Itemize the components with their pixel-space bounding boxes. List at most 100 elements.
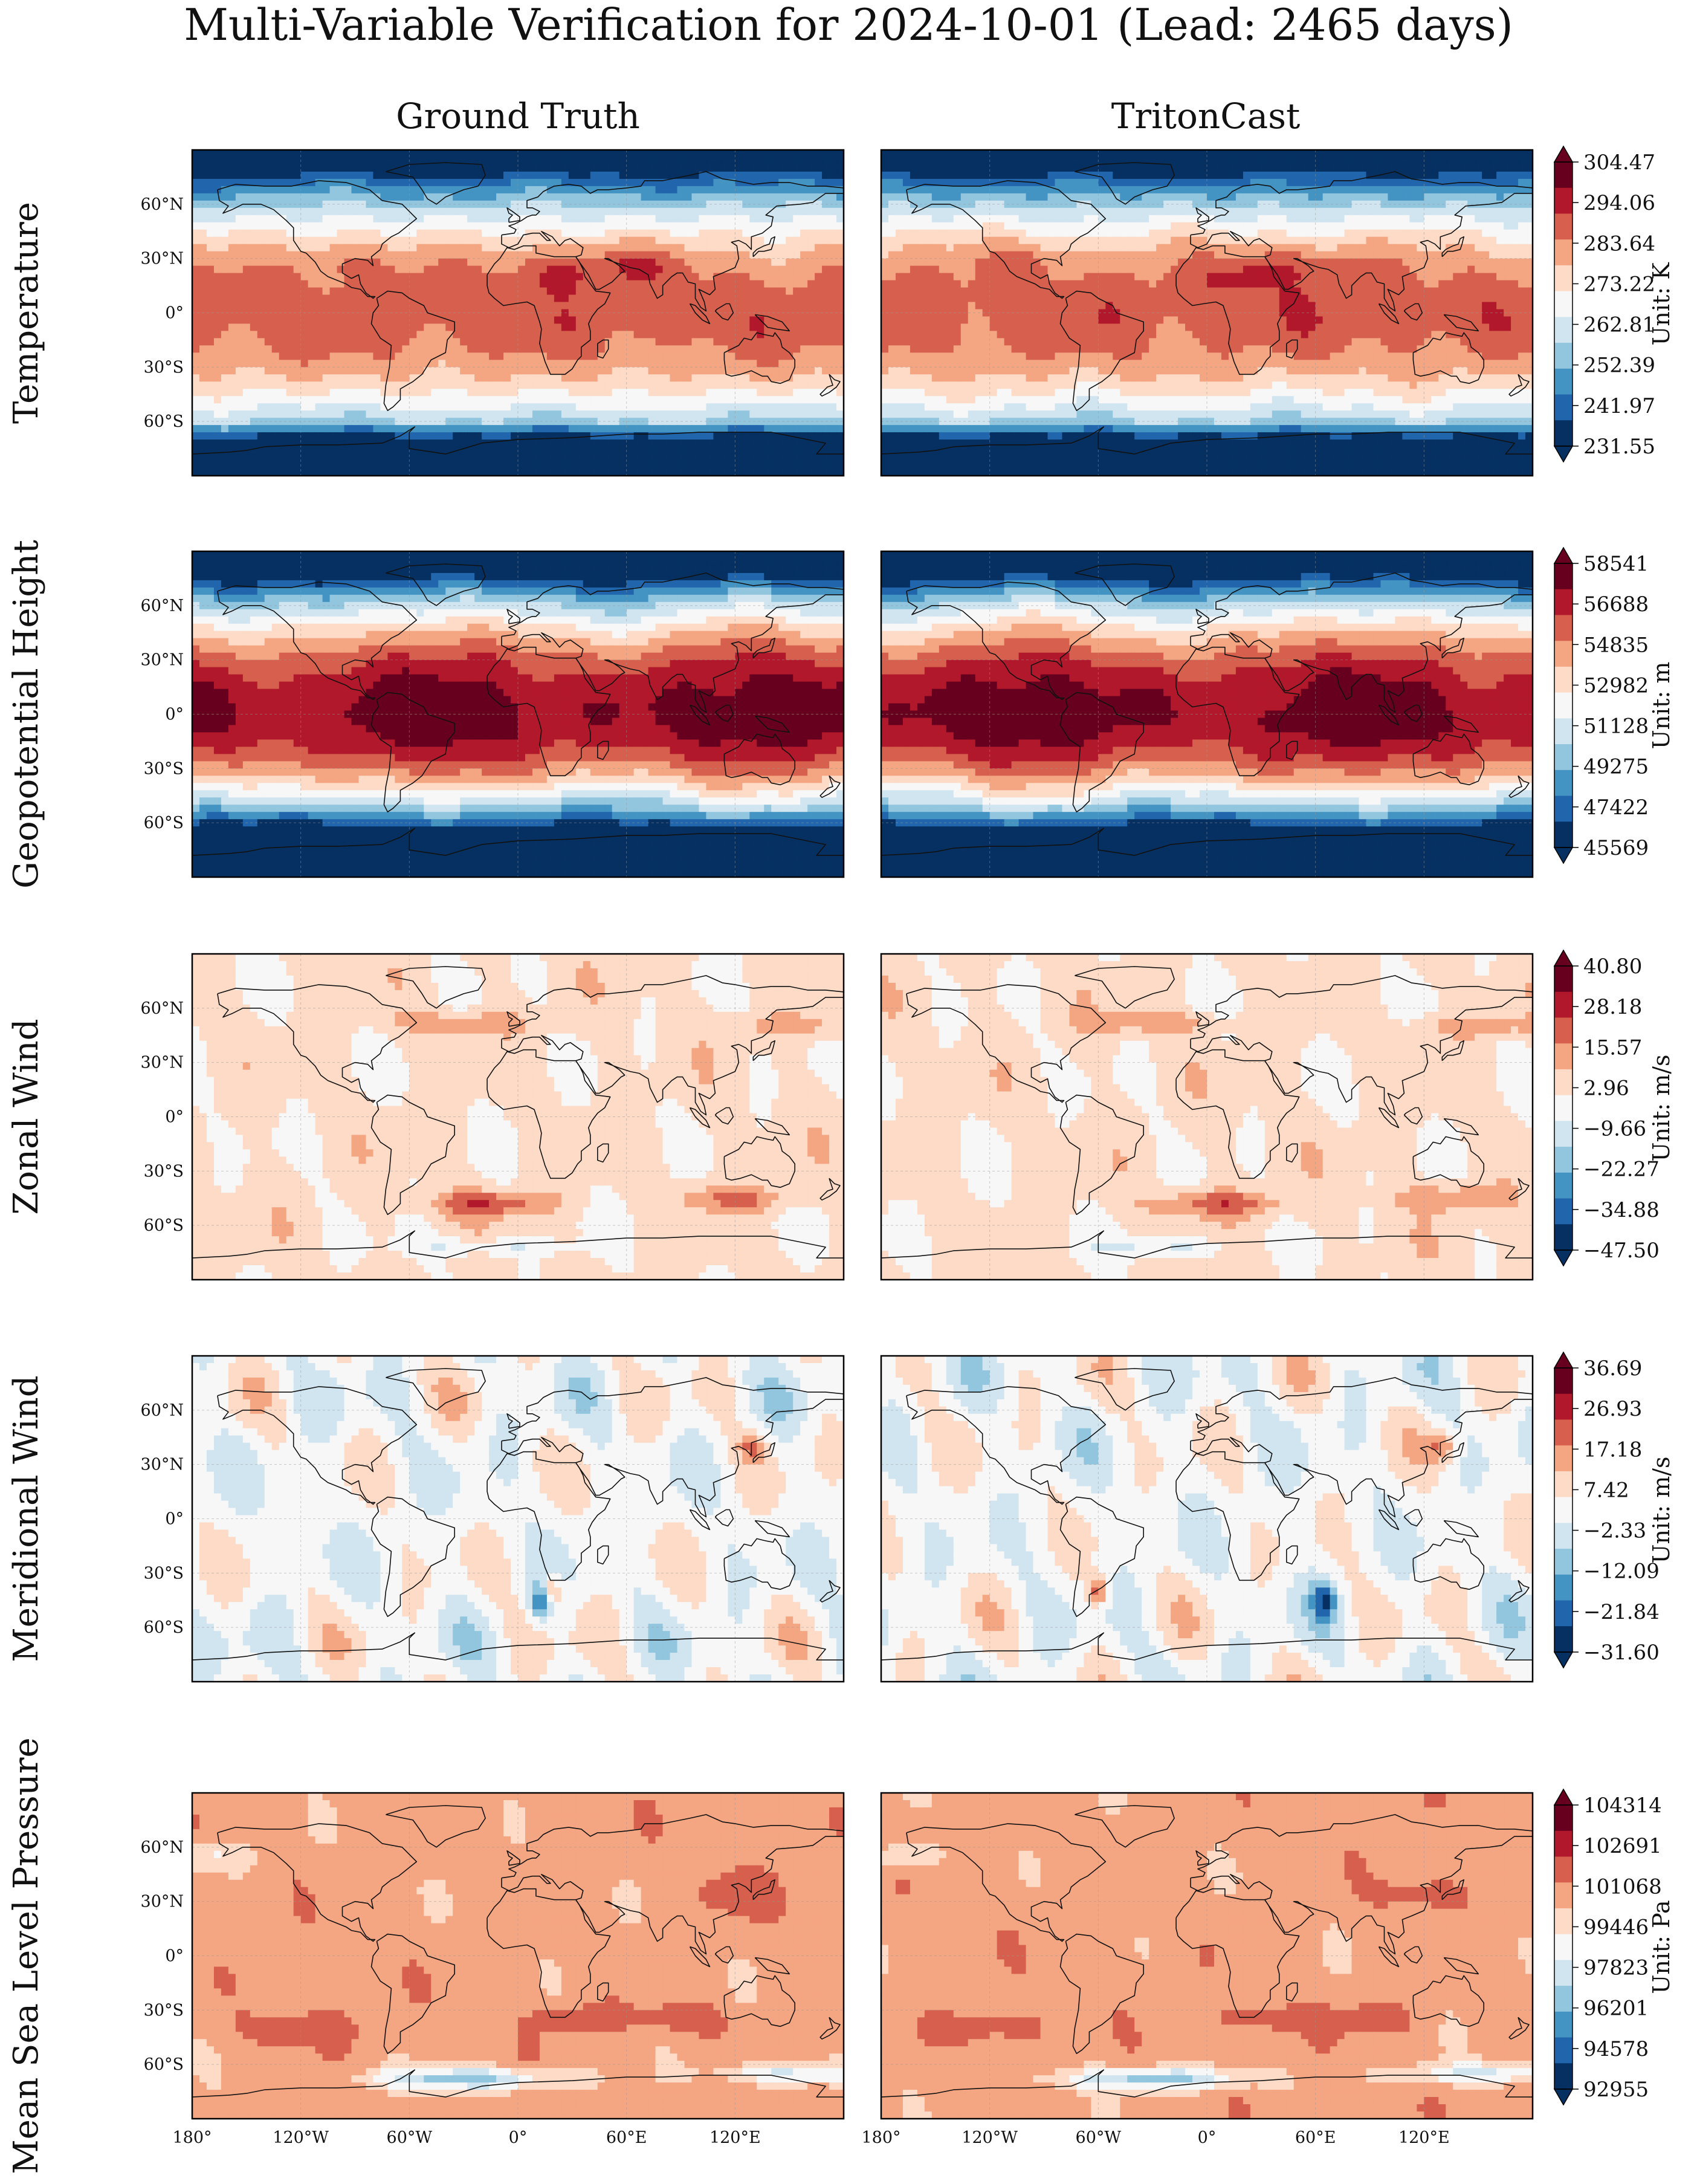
map-frame — [191, 1355, 845, 1683]
colorbar-band — [1554, 1017, 1573, 1044]
colorbar-band — [1554, 718, 1573, 745]
colorbar: 58541 56688 54835 52982 51128 49275 47422 45569… — [1553, 546, 1675, 864]
column-title-ground-truth: Ground Truth — [396, 96, 640, 137]
colorbar-tick-label: −9.66 — [1583, 1117, 1646, 1141]
lat-tick-label: 60°S — [144, 814, 184, 832]
colorbar-band — [1554, 1043, 1573, 1070]
colorbar-unit-label: Unit: Pa — [1648, 1900, 1675, 1994]
colorbar-tick-label: 294.06 — [1583, 191, 1655, 215]
colorbar-band — [1554, 770, 1573, 797]
colorbar-band — [1554, 615, 1573, 641]
colorbar-unit-label: Unit: K — [1648, 262, 1675, 346]
colorbar-tick-label: 231.55 — [1583, 435, 1655, 459]
lat-tick-label: 30°N — [141, 1893, 184, 1911]
figure-title: Multi-Variable Verification for 2024-10-… — [184, 0, 1513, 50]
colorbar-tick-label: −22.27 — [1583, 1158, 1660, 1182]
colorbar-band — [1554, 1121, 1573, 1147]
colorbar-tick-label: 104314 — [1583, 1794, 1662, 1818]
map-tritoncast-uwind — [880, 953, 1534, 1281]
colorbar-extend-min — [1553, 847, 1574, 864]
colorbar-tick-label: 26.93 — [1583, 1397, 1642, 1421]
map-frame — [191, 1792, 845, 2120]
lat-tick-label: 60°N — [141, 1401, 184, 1420]
lat-tick-label: 60°S — [144, 1618, 184, 1637]
colorbar-tick-label: 273.22 — [1583, 272, 1655, 296]
map-ground-truth-geopotential — [191, 550, 845, 878]
panel-grid: Temperature 60°N 30°N 0° 30°S 60°S 304.47 294.0… — [7, 145, 1675, 2174]
colorbar-extend-min — [1553, 1249, 1574, 1267]
coastlines — [192, 966, 844, 1259]
colorbar-band — [1554, 1960, 1573, 1986]
colorbar-band — [1554, 2011, 1573, 2038]
coastlines — [881, 1805, 1533, 2098]
lat-tick-label: 30°S — [144, 1564, 184, 1583]
colorbar-tick-label: −34.88 — [1583, 1198, 1660, 1222]
colorbar-tick-label: 92955 — [1583, 2078, 1649, 2102]
colorbar-tick-label: 28.18 — [1583, 995, 1642, 1019]
lon-tick-label: 60°W — [387, 2128, 433, 2147]
colorbar-tick-label: −47.50 — [1583, 1239, 1660, 1263]
colorbar-extend-max — [1553, 546, 1574, 564]
colorbar-band — [1554, 1368, 1573, 1395]
colorbar-band — [1554, 1908, 1573, 1935]
colorbar-unit-label: Unit: m/s — [1648, 1054, 1675, 1161]
colorbar-band — [1554, 317, 1573, 343]
map-tritoncast-geopotential — [880, 550, 1534, 878]
lon-tick-label: 60°E — [606, 2128, 647, 2147]
row-geopotential: Geopotential Height 60°N 30°N 0° 30°S 60°S 585… — [7, 540, 1675, 889]
colorbar-band — [1554, 239, 1573, 266]
lon-tick-label: 120°E — [710, 2128, 761, 2147]
coastlines — [192, 162, 844, 455]
colorbar-tick-label: 40.80 — [1583, 954, 1642, 979]
lat-tick-label: 0° — [165, 304, 184, 323]
lat-tick-label: 0° — [165, 1108, 184, 1127]
row-vwind: Meridional Wind 60°N 30°N 0° 30°S 60°S 36.69 26… — [7, 1351, 1675, 1683]
lat-tick-label: 30°S — [144, 1162, 184, 1181]
row-uwind: Zonal Wind 60°N 30°N 0° 30°S 60°S 40.80 28.18 15… — [7, 949, 1675, 1281]
lat-tick-label: 60°N — [141, 195, 184, 214]
lon-tick-label: 120°W — [273, 2128, 329, 2147]
map-ground-truth-mslp — [191, 1792, 845, 2120]
colorbar: 36.69 26.93 17.18 7.42 −2.33 −12.09 −21.84 −31.… — [1553, 1351, 1675, 1669]
colorbar-band — [1554, 1419, 1573, 1446]
colorbar-band — [1554, 1805, 1573, 1832]
colorbar-extend-max — [1553, 1788, 1574, 1806]
colorbar-band — [1554, 1198, 1573, 1225]
colorbar-tick-label: −31.60 — [1583, 1641, 1660, 1665]
lat-tick-label: 30°N — [141, 250, 184, 268]
colorbar-tick-label: 102691 — [1583, 1834, 1662, 1858]
colorbar-tick-label: 47422 — [1583, 796, 1649, 820]
colorbar-tick-label: 56688 — [1583, 592, 1649, 617]
map-tritoncast-temperature — [880, 149, 1534, 477]
lat-tick-label: 30°S — [144, 759, 184, 778]
colorbar-band — [1554, 2037, 1573, 2064]
lon-tick-label: 60°W — [1076, 2128, 1122, 2147]
lon-tick-label: 0° — [1198, 2128, 1217, 2147]
colorbar-tick-label: 262.81 — [1583, 313, 1655, 337]
colorbar-tick-label: 36.69 — [1583, 1356, 1642, 1381]
colorbar: 304.47 294.06 283.64 273.22 262.81 252.39 241.… — [1553, 145, 1675, 463]
colorbar-band — [1554, 213, 1573, 240]
colorbar-band — [1554, 1147, 1573, 1173]
colorbar-band — [1554, 991, 1573, 1018]
colorbar-extend-min — [1553, 446, 1574, 463]
lat-tick-label: 30°N — [141, 651, 184, 670]
colorbar-tick-label: 49275 — [1583, 755, 1649, 779]
colorbar-tick-label: 17.18 — [1583, 1437, 1642, 1462]
lat-tick-label: 30°S — [144, 2001, 184, 2020]
colorbar-band — [1554, 1934, 1573, 1960]
colorbar-extend-min — [1553, 2088, 1574, 2106]
map-frame — [880, 550, 1534, 878]
colorbar-band — [1554, 1445, 1573, 1472]
colorbar-band — [1554, 1549, 1573, 1575]
lon-tick-label: 120°W — [962, 2128, 1018, 2147]
coastlines — [881, 162, 1533, 455]
colorbar-tick-label: 54835 — [1583, 633, 1649, 657]
colorbar-band — [1554, 1882, 1573, 1909]
map-tritoncast-mslp — [880, 1792, 1534, 2120]
coastlines — [192, 563, 844, 856]
colorbar-band — [1554, 1095, 1573, 1121]
colorbar-tick-label: 241.97 — [1583, 394, 1655, 418]
lat-tick-label: 60°S — [144, 1216, 184, 1235]
